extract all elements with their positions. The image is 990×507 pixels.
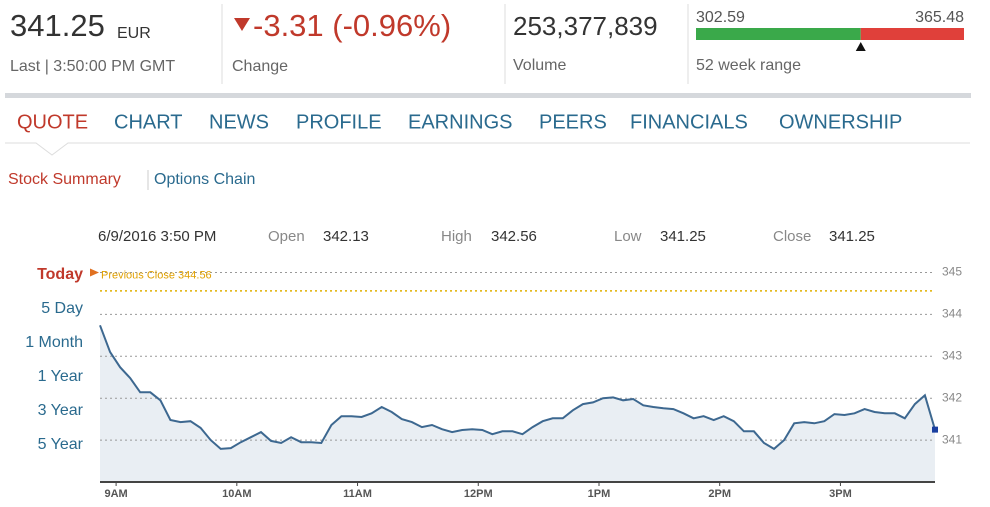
tab[interactable]: FINANCIALS bbox=[630, 111, 748, 133]
tab[interactable]: QUOTE bbox=[17, 111, 88, 133]
stat-value: 342.56 bbox=[491, 228, 537, 245]
previous-close-arrow bbox=[90, 268, 99, 277]
header-rule bbox=[5, 93, 971, 98]
last-point bbox=[932, 426, 938, 433]
down-arrow bbox=[234, 18, 250, 31]
price: 341.25 bbox=[10, 8, 105, 43]
y-tick-label: 344 bbox=[942, 307, 962, 321]
tab-rule bbox=[5, 142, 970, 156]
chart-date: 6/9/2016 3:50 PM bbox=[98, 228, 216, 245]
range-high: 365.48 bbox=[915, 9, 964, 26]
stat-value: 341.25 bbox=[660, 228, 706, 245]
tab[interactable]: EARNINGS bbox=[408, 111, 512, 133]
subtab[interactable]: Options Chain bbox=[154, 171, 255, 188]
tab[interactable]: NEWS bbox=[209, 111, 269, 133]
stat-label: Close bbox=[773, 228, 811, 245]
subtab[interactable]: Stock Summary bbox=[8, 171, 121, 188]
stat-label: High bbox=[441, 228, 472, 245]
range-marker bbox=[855, 42, 866, 51]
volume-label: Volume bbox=[513, 57, 566, 74]
tab[interactable]: PROFILE bbox=[296, 111, 382, 133]
range-button[interactable]: 1 Month bbox=[25, 334, 83, 351]
change-label: Change bbox=[232, 58, 288, 75]
tab[interactable]: CHART bbox=[114, 111, 183, 133]
range-low: 302.59 bbox=[696, 9, 745, 26]
range-button[interactable]: 5 Day bbox=[41, 300, 83, 317]
currency: EUR bbox=[117, 25, 151, 42]
range-label: 52 week range bbox=[696, 57, 801, 74]
price-line bbox=[99, 324, 936, 451]
y-tick-label: 342 bbox=[942, 390, 962, 404]
x-tick-label: 10AM bbox=[222, 488, 251, 500]
x-tick-label: 9AM bbox=[104, 488, 127, 500]
stat-value: 342.13 bbox=[323, 228, 369, 245]
stat-value: 341.25 bbox=[829, 228, 875, 245]
x-tick-label: 2PM bbox=[708, 488, 731, 500]
range-button[interactable]: 5 Year bbox=[38, 436, 84, 453]
stat-label: Low bbox=[614, 228, 642, 245]
volume: 253,377,839 bbox=[513, 11, 658, 41]
x-tick-label: 11AM bbox=[343, 488, 372, 500]
tab[interactable]: PEERS bbox=[539, 111, 607, 133]
stat-label: Open bbox=[268, 228, 305, 245]
range-button[interactable]: 3 Year bbox=[38, 402, 84, 419]
change: -3.31 (-0.96%) bbox=[253, 8, 451, 43]
range-bar-high bbox=[860, 28, 964, 40]
range-button[interactable]: 1 Year bbox=[38, 368, 84, 385]
x-tick-label: 3PM bbox=[829, 488, 852, 500]
x-tick-label: 1PM bbox=[588, 488, 611, 500]
y-tick-label: 345 bbox=[942, 265, 962, 279]
range-bar-low bbox=[696, 28, 861, 40]
previous-close-label: Previous Close 344.56 bbox=[101, 269, 212, 281]
range-button[interactable]: Today bbox=[37, 266, 83, 283]
last-time: Last | 3:50:00 PM GMT bbox=[10, 58, 175, 75]
x-tick-label: 12PM bbox=[464, 488, 493, 500]
y-tick-label: 341 bbox=[942, 432, 962, 446]
y-tick-label: 343 bbox=[942, 348, 962, 362]
tab[interactable]: OWNERSHIP bbox=[779, 111, 902, 133]
